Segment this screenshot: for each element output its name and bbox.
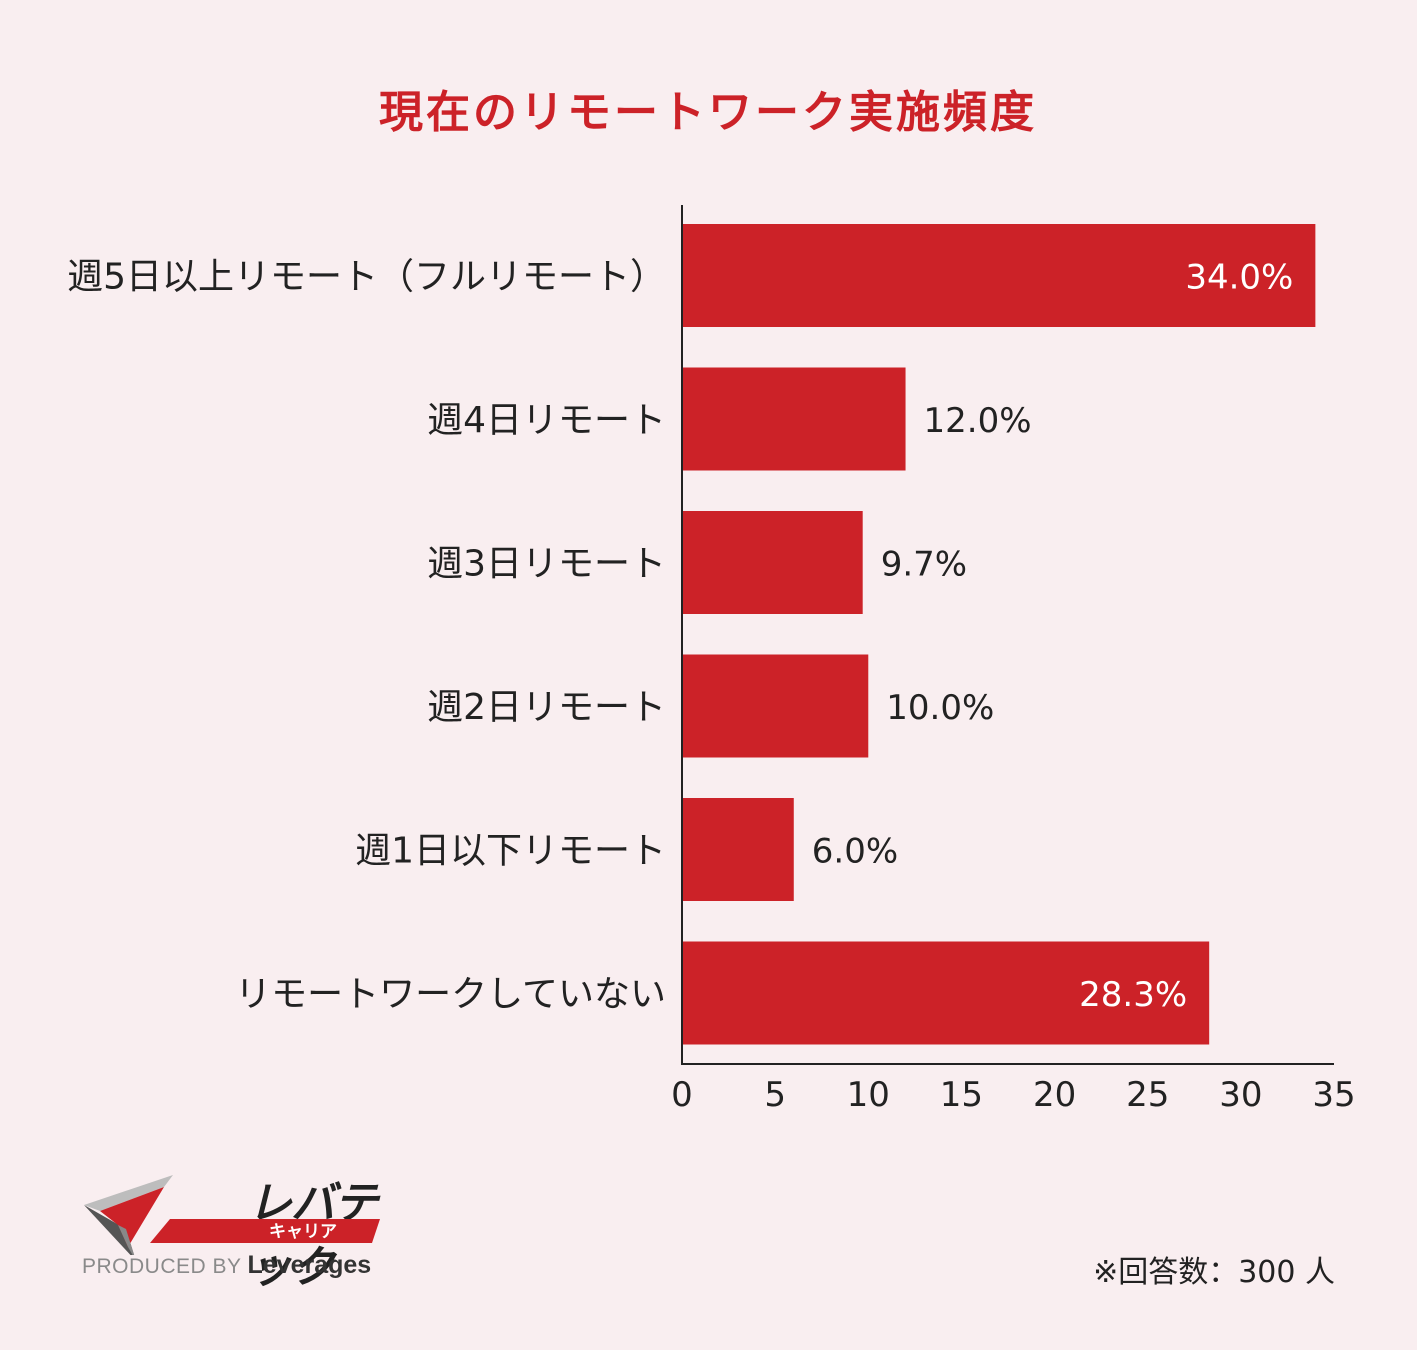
bar-0 (682, 224, 1316, 327)
category-label-0: 週5日以上リモート（フルリモート） (67, 257, 666, 298)
value-label-3: 10.0% (886, 688, 994, 728)
category-label-2: 週3日リモート (427, 544, 666, 585)
x-tick-7: 35 (1312, 1075, 1355, 1115)
x-tick-3: 15 (940, 1075, 983, 1115)
value-label-5: 28.3% (1079, 975, 1187, 1015)
company-name: Leverages (247, 1251, 372, 1279)
bar-5 (682, 941, 1210, 1045)
category-label-3: 週2日リモート (427, 687, 666, 728)
bar-3 (682, 654, 869, 758)
value-label-4: 6.0% (812, 832, 898, 872)
bar-chart: 現在のリモートワーク実施頻度 週5日以上リモート（フルリモート） 34.0% 週4日… (67, 87, 1356, 1115)
x-tick-5: 25 (1126, 1075, 1169, 1115)
bar-1 (682, 367, 906, 471)
x-tick-6: 30 (1219, 1075, 1262, 1115)
levtech-career-logo: レバテック キャリア PRODUCED BY Leverages (78, 1165, 398, 1293)
bar-4 (682, 798, 794, 901)
category-label-5: リモートワークしていない (235, 974, 666, 1015)
value-label-2: 9.7% (881, 545, 967, 585)
bar-2 (682, 511, 863, 614)
x-tick-1: 5 (764, 1075, 786, 1115)
x-tick-2: 10 (847, 1075, 890, 1115)
produced-by: PRODUCED BY Leverages (82, 1251, 372, 1279)
category-label-4: 週1日以下リモート (355, 831, 666, 872)
logo-sub: キャリア (269, 1222, 337, 1242)
x-tick-4: 20 (1033, 1075, 1076, 1115)
value-label-1: 12.0% (924, 401, 1032, 441)
category-label-1: 週4日リモート (427, 400, 666, 441)
x-tick-0: 0 (671, 1075, 693, 1115)
value-label-0: 34.0% (1185, 258, 1293, 298)
check-mark-icon (84, 1175, 173, 1255)
chart-title: 現在のリモートワーク実施頻度 (379, 87, 1037, 138)
respondent-note: ※回答数：300 人 (1093, 1255, 1335, 1290)
logo-sub-banner (150, 1219, 380, 1243)
